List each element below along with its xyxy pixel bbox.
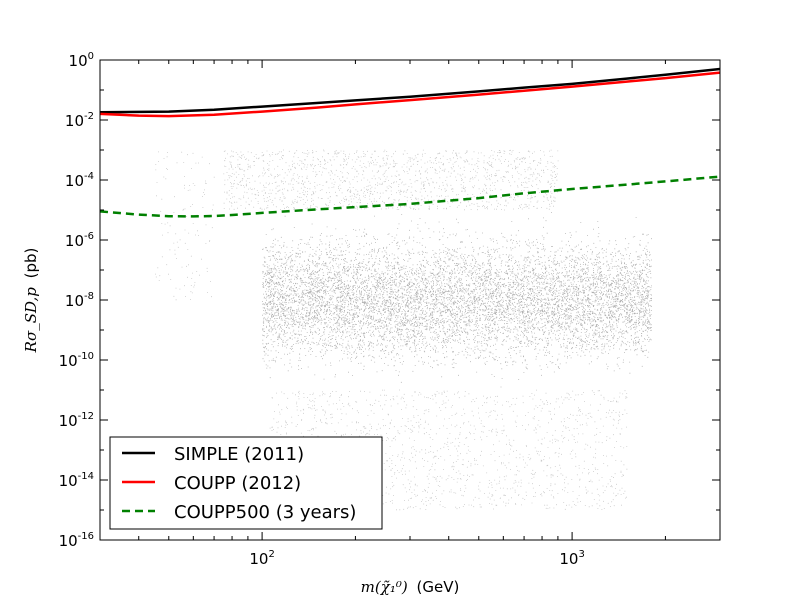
legend: SIMPLE (2011) COUPP (2012) COUPP500 (3 yea… [109, 436, 383, 530]
y-tick-label: 10-8 [65, 291, 94, 310]
y-tick-label: 10-16 [59, 531, 94, 550]
series-line-0 [99, 67, 721, 114]
y-tick-label: 100 [69, 51, 94, 70]
y-axis-label: Rσ_SD,p (pb) [22, 248, 40, 354]
y-tick-label: 10-10 [59, 351, 94, 370]
series-line-2 [99, 175, 721, 218]
scan-points [155, 149, 652, 511]
scan-points-region-2 [223, 149, 559, 211]
limit-curves [99, 67, 721, 218]
legend-entries: SIMPLE (2011) COUPP (2012) COUPP500 (3 yea… [122, 444, 356, 523]
legend-label-0: SIMPLE (2011) [174, 444, 304, 465]
series-line-1 [99, 71, 721, 118]
y-tick-label: 10-2 [65, 111, 94, 130]
x-axis-label: m(χ̃₁⁰) (GeV) [361, 578, 460, 596]
y-tick-label: 10-14 [59, 471, 94, 490]
x-tick-label: 103 [559, 549, 584, 568]
legend-box [109, 436, 383, 530]
legend-label-2: COUPP500 (3 years) [174, 502, 356, 523]
legend-label-1: COUPP (2012) [174, 473, 301, 494]
tick-labels: 102 103 10-16 10-14 10-12 10-10 10-8 10-6 10-4 10… [59, 51, 585, 568]
y-tick-label: 10-4 [65, 171, 94, 190]
y-tick-label: 10-12 [59, 411, 94, 430]
x-tick-label: 102 [249, 549, 274, 568]
y-tick-label: 10-6 [65, 231, 94, 250]
scan-points-region-3 [155, 151, 215, 301]
axis-ticks [99, 59, 721, 541]
scan-points-region-0 [262, 212, 652, 388]
